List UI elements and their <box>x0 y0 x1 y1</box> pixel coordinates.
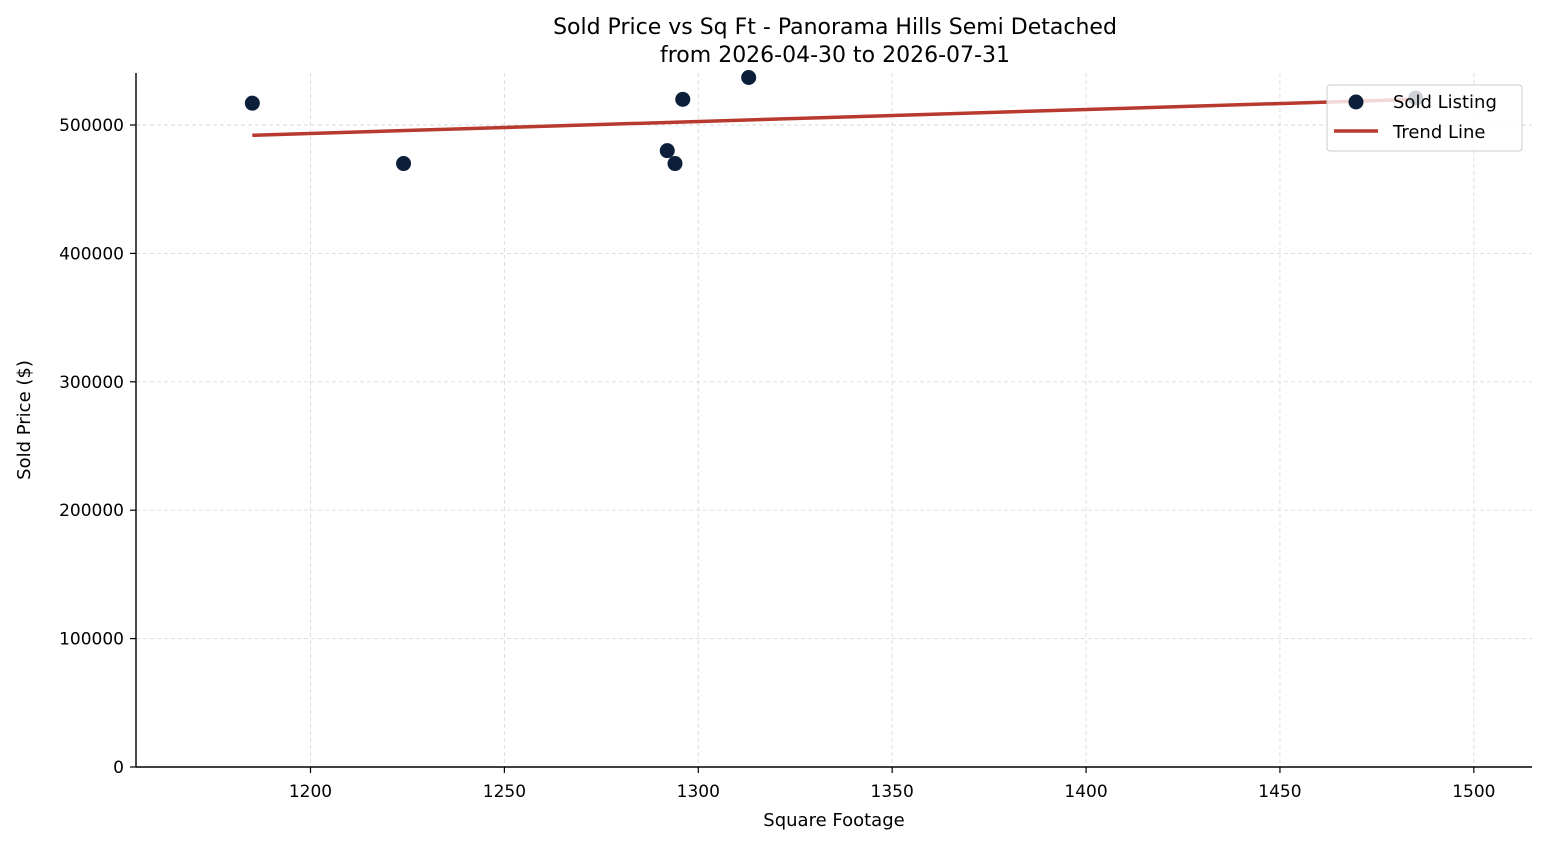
data-point <box>659 143 675 159</box>
trend-line-layer <box>252 97 1416 138</box>
x-tick-label: 1200 <box>289 782 332 802</box>
x-tick-label: 1250 <box>483 782 526 802</box>
x-tick-label: 1300 <box>677 782 720 802</box>
legend: Sold Listing Trend Line <box>1326 84 1523 152</box>
x-ticks: 1200 1250 1300 1350 1400 1450 1500 <box>289 767 1495 802</box>
y-tick-label: 400000 <box>59 244 124 264</box>
y-axis-label: Sold Price ($) <box>14 360 35 480</box>
x-tick-label: 1450 <box>1258 782 1301 802</box>
y-tick-label: 0 <box>113 758 124 778</box>
y-ticks: 0 100000 200000 300000 400000 500000 <box>59 116 136 778</box>
data-point <box>741 69 757 85</box>
x-axis-label: Square Footage <box>763 810 904 831</box>
legend-box <box>1326 84 1523 152</box>
data-point <box>675 91 691 107</box>
legend-label-sold-listing: Sold Listing <box>1393 92 1497 113</box>
legend-marker-sold-listing <box>1348 94 1364 110</box>
grid-lines <box>136 73 1532 767</box>
legend-label-trend-line: Trend Line <box>1392 122 1486 143</box>
y-tick-label: 300000 <box>59 373 124 393</box>
chart-title-line2: from 2026-04-30 to 2026-07-31 <box>660 43 1010 68</box>
scatter-points <box>244 69 1424 172</box>
x-tick-label: 1500 <box>1452 782 1495 802</box>
x-tick-label: 1350 <box>871 782 914 802</box>
data-point <box>667 156 683 172</box>
trend-line <box>252 97 1416 138</box>
y-tick-label: 200000 <box>59 501 124 521</box>
data-point <box>396 156 412 172</box>
data-point <box>244 95 260 111</box>
chart-title-line1: Sold Price vs Sq Ft - Panorama Hills Sem… <box>553 15 1117 40</box>
y-tick-label: 100000 <box>59 630 124 650</box>
y-tick-label: 500000 <box>59 116 124 136</box>
x-tick-label: 1400 <box>1064 782 1107 802</box>
